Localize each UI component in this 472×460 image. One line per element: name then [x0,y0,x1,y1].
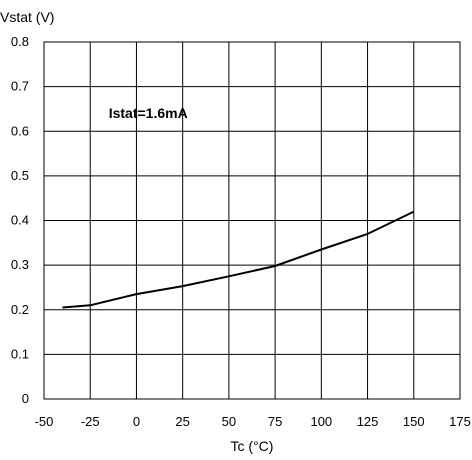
tick-labels: -50 -25 0 25 50 75 100 125 150 175 0 0.1 0.2 0.3 0.4 0.… [11,34,471,429]
x-tick-label: 75 [268,414,282,429]
series-line [62,210,415,309]
y-tick-label: 0.3 [11,257,29,272]
annotation-label: Istat=1.6mA [109,105,188,121]
grid-lines [44,42,460,399]
y-tick-label: 0.5 [11,168,29,183]
y-tick-label: 0.6 [11,123,29,138]
y-tick-label: 0.7 [11,79,29,94]
x-tick-label: -50 [35,414,54,429]
data-series [62,210,415,309]
y-tick-label: 0 [22,391,29,406]
x-tick-label: 150 [403,414,425,429]
y-tick-label: 0.1 [11,346,29,361]
x-tick-label: 100 [310,414,332,429]
x-tick-label: 25 [175,414,189,429]
x-axis-title: Tc (°C) [231,438,274,454]
x-tick-label: 125 [357,414,379,429]
x-tick-label: -25 [81,414,100,429]
x-tick-label: 50 [222,414,236,429]
x-tick-label: 0 [133,414,140,429]
y-tick-label: 0.2 [11,302,29,317]
y-tick-label: 0.8 [11,34,29,49]
y-axis-title: Vstat (V) [0,9,54,25]
y-tick-label: 0.4 [11,213,29,228]
x-tick-label: 175 [449,414,471,429]
